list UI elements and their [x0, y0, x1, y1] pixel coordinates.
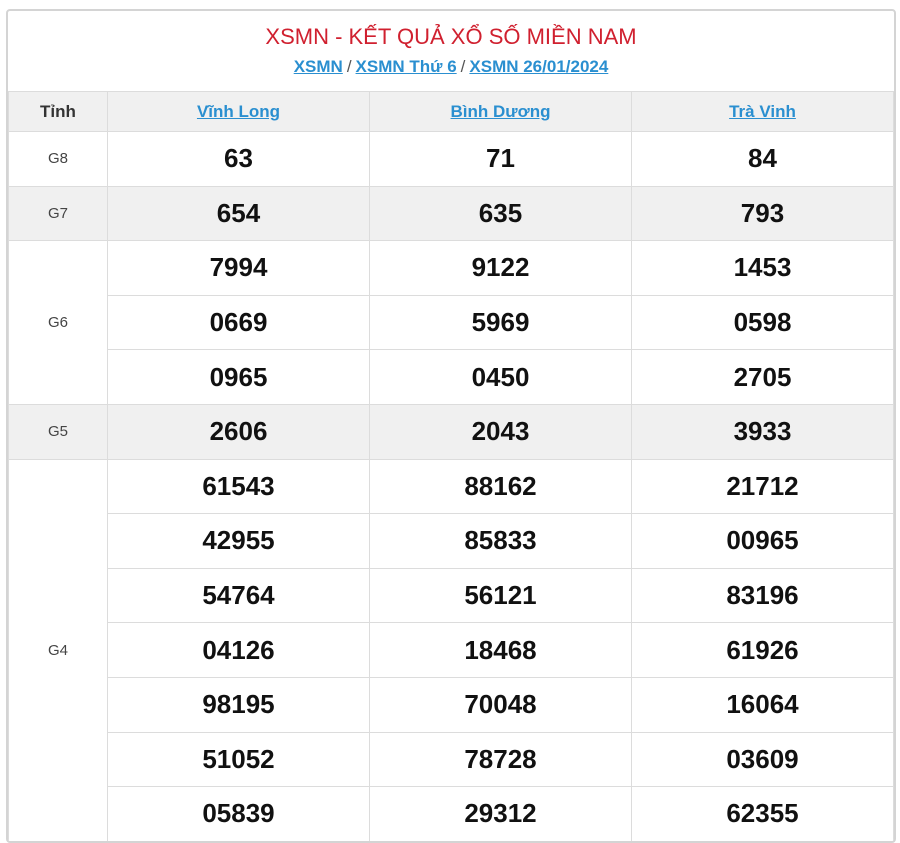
- header-province: Vĩnh Long: [107, 91, 370, 132]
- prize-number: 54764: [107, 567, 370, 624]
- breadcrumb-xsmn-date[interactable]: XSMN 26/01/2024: [469, 57, 609, 76]
- page-title: XSMN - KẾT QUẢ XỔ SỐ MIỀN NAM: [265, 24, 637, 49]
- prize-number: 88162: [369, 458, 632, 515]
- prize-number: 9122: [369, 240, 632, 296]
- prize-number: 61926: [631, 622, 894, 678]
- breadcrumb-xsmn-thu6[interactable]: XSMN Thứ 6: [355, 57, 457, 76]
- province-link-binh-duong[interactable]: Bình Dương: [450, 101, 551, 121]
- prize-number: 21712: [631, 458, 894, 515]
- prize-label: G4: [8, 458, 108, 841]
- prize-number: 2043: [369, 403, 632, 460]
- table-row: G5 2606 2043 3933: [8, 403, 894, 460]
- prize-number: 2606: [107, 403, 370, 460]
- prize-number: 793: [631, 185, 894, 242]
- breadcrumb: XSMN / XSMN Thứ 6/XSMN 26/01/2024: [8, 57, 894, 81]
- prize-number: 0669: [107, 294, 370, 351]
- prize-number: 83196: [631, 567, 894, 624]
- table-row: 42955 85833 00965: [9, 513, 894, 569]
- prize-number: 1453: [631, 240, 894, 296]
- prize-label: G6: [8, 240, 108, 405]
- prize-number: 0598: [631, 294, 894, 351]
- prize-number: 62355: [631, 786, 894, 841]
- prize-number: 654: [107, 185, 370, 242]
- prize-number: 56121: [369, 567, 632, 624]
- prize-number: 78728: [369, 731, 632, 788]
- prize-label: G5: [8, 403, 108, 460]
- prize-number: 635: [369, 185, 632, 242]
- breadcrumb-separator: /: [460, 57, 466, 76]
- prize-number: 70048: [369, 676, 632, 733]
- header-province: Trà Vinh: [631, 91, 894, 132]
- prize-number: 04126: [107, 622, 370, 678]
- prize-number: 85833: [369, 513, 632, 569]
- prize-number: 18468: [369, 622, 632, 678]
- prize-number: 61543: [107, 458, 370, 515]
- prize-number: 51052: [107, 731, 370, 788]
- table-row: G4 61543 88162 21712: [8, 458, 894, 841]
- prize-label: G8: [8, 131, 108, 187]
- header-province-label: Tỉnh: [8, 91, 108, 132]
- prize-number: 16064: [631, 676, 894, 733]
- table-row: G8 63 71 84: [8, 131, 894, 187]
- breadcrumb-xsmn[interactable]: XSMN: [293, 57, 343, 76]
- prize-number: 5969: [369, 294, 632, 351]
- prize-number: 29312: [369, 786, 632, 841]
- prize-number: 03609: [631, 731, 894, 788]
- breadcrumb-separator: /: [346, 57, 352, 76]
- province-link-tra-vinh[interactable]: Trà Vinh: [729, 101, 796, 121]
- table-row: 54764 56121 83196: [9, 567, 894, 624]
- table-row: 05839 29312 62355: [9, 786, 894, 841]
- table-header: Tỉnh Vĩnh Long Bình Dương Trà Vinh: [8, 91, 894, 132]
- table-row: G7 654 635 793: [8, 185, 894, 242]
- results-table: Tỉnh Vĩnh Long Bình Dương Trà Vinh G8 63 7…: [8, 91, 894, 841]
- prize-number: 3933: [631, 403, 894, 460]
- prize-number: 71: [369, 131, 632, 187]
- prize-number: 05839: [107, 786, 370, 841]
- table-row: 0965 0450 2705: [9, 349, 894, 405]
- header-province: Bình Dương: [369, 91, 632, 132]
- table-row: G6 7994 9122 1453: [8, 240, 894, 405]
- table-row: 98195 70048 16064: [9, 676, 894, 733]
- table-row: 04126 18468 61926: [9, 622, 894, 678]
- prize-number: 2705: [631, 349, 894, 405]
- results-card: XSMN - KẾT QUẢ XỔ SỐ MIỀN NAM XSMN / XSMN …: [6, 9, 896, 843]
- table-row: 0669 5969 0598: [9, 294, 894, 351]
- prize-number: 7994: [107, 240, 370, 296]
- prize-number: 42955: [107, 513, 370, 569]
- prize-label: G7: [8, 185, 108, 242]
- province-link-vinh-long[interactable]: Vĩnh Long: [196, 101, 281, 121]
- prize-number: 98195: [107, 676, 370, 733]
- prize-number: 00965: [631, 513, 894, 569]
- prize-number: 0450: [369, 349, 632, 405]
- table-row: 51052 78728 03609: [9, 731, 894, 788]
- prize-number: 84: [631, 131, 894, 187]
- prize-number: 63: [107, 131, 370, 187]
- prize-number: 0965: [107, 349, 370, 405]
